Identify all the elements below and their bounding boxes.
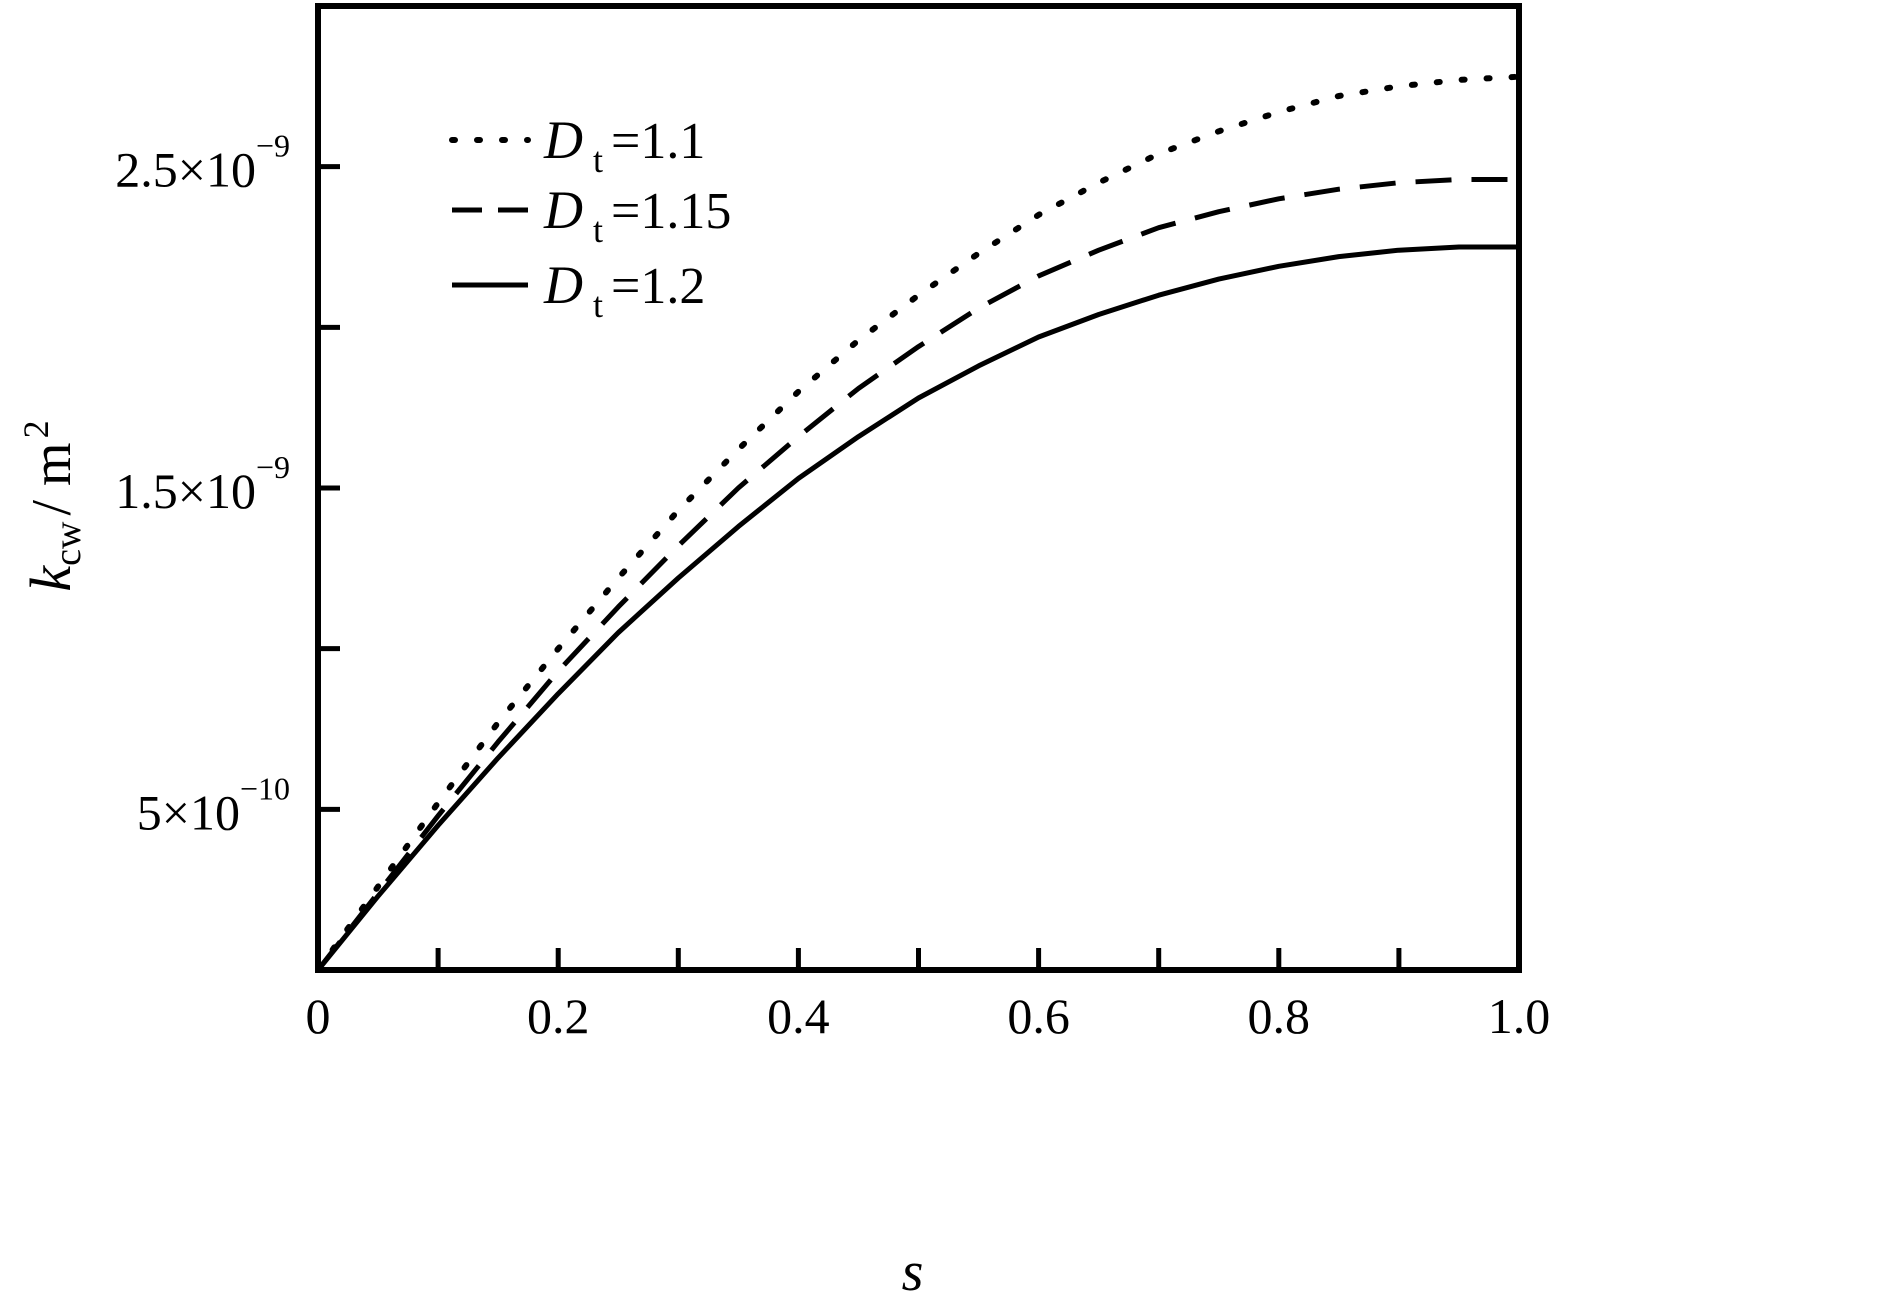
y-tick-exponent: −9 (256, 449, 290, 485)
y-tick-mantissa: 1.5×10 (115, 463, 256, 519)
x-axis-title: s (902, 1241, 924, 1299)
x-tick-label: 0.4 (767, 988, 830, 1044)
legend-value: =1.1 (611, 113, 705, 170)
x-tick-label: 1.0 (1488, 988, 1551, 1044)
legend-symbol: D (543, 255, 583, 315)
legend-subscript: t (593, 140, 603, 180)
y-tick-mantissa: 5×10 (137, 784, 240, 840)
legend-symbol: D (543, 180, 583, 240)
tick-labels: 0 0.2 0.4 0.6 0.8 1.05×10−101.5×10−92.5×10−9 (115, 128, 1550, 1044)
y-axis-unit: / m (21, 442, 83, 515)
y-tick-label: 5×10−10 (137, 770, 290, 840)
x-tick-label: 0 (306, 988, 331, 1044)
x-tick-label: 0.8 (1248, 988, 1311, 1044)
series-layer (315, 73, 1522, 973)
y-axis-symbol: k (18, 565, 83, 592)
series-line-2 (316, 177, 1519, 972)
y-tick-exponent: −10 (240, 770, 290, 806)
y-tick-label: 2.5×10−9 (115, 128, 290, 198)
legend-symbol: D (543, 110, 583, 170)
ticks-layer (318, 164, 1402, 970)
plot-frame (315, 3, 1522, 973)
y-tick-mantissa: 2.5×10 (115, 142, 256, 198)
y-tick-label: 1.5×10−9 (115, 449, 290, 519)
series-line-1 (315, 73, 1522, 973)
x-tick-label: 0.2 (527, 988, 590, 1044)
legend-value: =1.15 (611, 183, 731, 240)
legend-value: =1.2 (611, 258, 705, 315)
legend-subscript: t (593, 210, 603, 250)
x-tick-label: 0.6 (1007, 988, 1070, 1044)
series-line-3 (316, 244, 1519, 972)
y-tick-exponent: −9 (256, 128, 290, 164)
y-axis-unit-exponent: 2 (16, 420, 56, 438)
y-axis-subscript: cw (47, 521, 89, 566)
y-axis-title: kcw / m 2 (16, 420, 89, 591)
legend-subscript: t (593, 285, 603, 325)
